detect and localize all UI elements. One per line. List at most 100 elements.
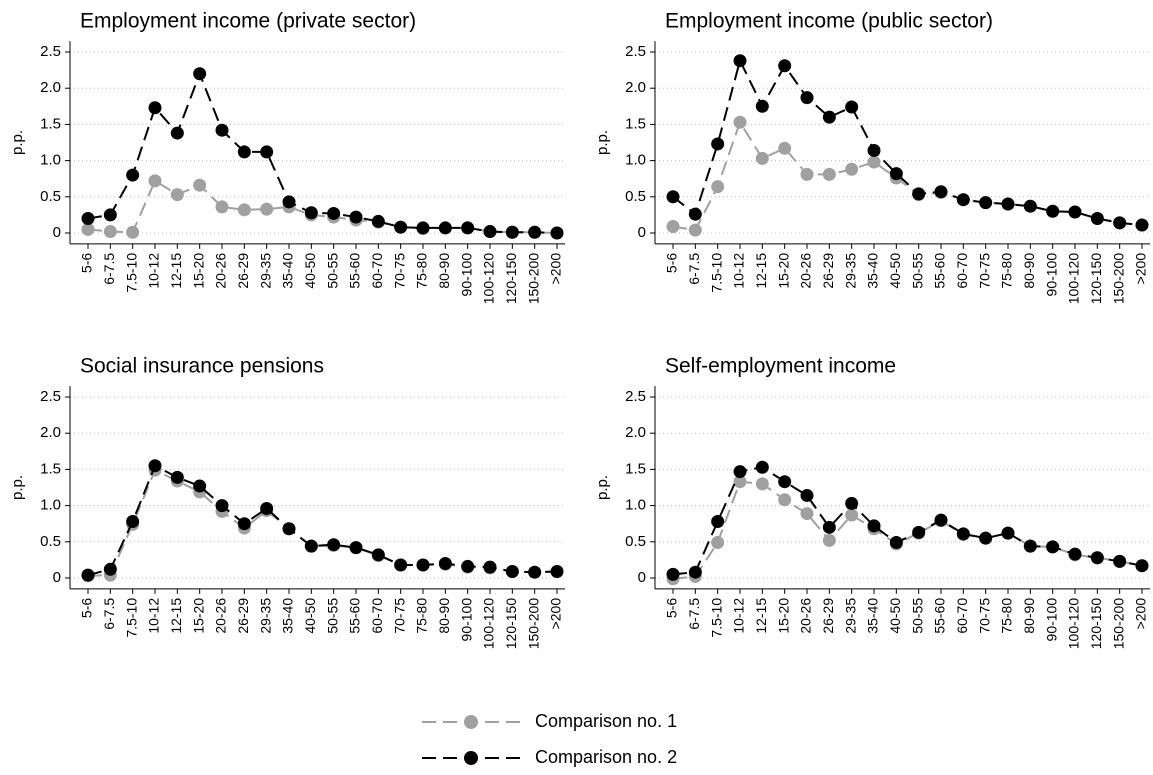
x-tick-label: 120-150 [503, 598, 519, 650]
x-tick-label: 120-150 [1088, 598, 1104, 650]
data-point [371, 548, 385, 562]
data-point [304, 206, 318, 220]
data-point [778, 475, 792, 489]
data-point [148, 101, 162, 115]
data-point [505, 225, 519, 239]
x-tick-label: 20-26 [213, 253, 229, 289]
data-point [505, 564, 519, 578]
data-point [237, 203, 251, 217]
x-tick-label: 75-80 [414, 253, 430, 289]
data-point [666, 219, 680, 233]
legend-label: Comparison no. 2 [535, 747, 677, 767]
data-point [1001, 197, 1015, 211]
data-point [126, 515, 140, 529]
data-point [1113, 554, 1127, 568]
x-tick-label: 100-120 [481, 598, 497, 650]
x-tick-label: 6-7.5 [686, 253, 702, 285]
y-tick-label: 0 [53, 569, 61, 586]
data-point [979, 196, 993, 210]
x-tick-label: 7.5-10 [708, 598, 724, 638]
data-point [889, 536, 903, 550]
panel-title: Self-employment income [665, 355, 896, 378]
legend-label: Comparison no. 1 [535, 711, 677, 731]
data-point [956, 193, 970, 207]
data-point [483, 560, 497, 574]
series-line [87, 70, 558, 234]
data-point [282, 195, 296, 209]
x-tick-label: 50-55 [324, 253, 340, 289]
data-point [778, 141, 792, 155]
data-point [126, 168, 140, 182]
y-axis-label: p.p. [594, 130, 611, 155]
y-tick-label: 2.5 [40, 43, 61, 60]
data-point [394, 220, 408, 234]
data-point [81, 222, 95, 236]
data-point [103, 208, 117, 222]
x-tick-label: 12-15 [168, 598, 184, 634]
x-tick-label: 75-80 [999, 598, 1015, 634]
x-tick-label: 29-35 [257, 598, 273, 634]
x-tick-label: 55-60 [932, 253, 948, 289]
series-line [87, 464, 558, 577]
data-point [237, 145, 251, 159]
data-point [103, 225, 117, 239]
x-tick-label: 150-200 [525, 253, 541, 305]
x-tick-label: 15-20 [190, 253, 206, 289]
x-tick-label: 12-15 [168, 253, 184, 289]
data-point [912, 187, 926, 201]
y-tick-label: 1.0 [625, 497, 646, 514]
data-point [193, 178, 207, 192]
data-point [282, 522, 296, 536]
x-tick-label: 70-75 [976, 598, 992, 634]
x-tick-label: 6-7.5 [686, 598, 702, 630]
data-point [327, 206, 341, 220]
data-point [822, 110, 836, 124]
x-tick-label: 60-70 [369, 598, 385, 634]
data-point [889, 167, 903, 181]
data-point [733, 115, 747, 129]
data-point [1001, 526, 1015, 540]
series-line [672, 480, 1143, 580]
data-point [666, 567, 680, 581]
series-line [87, 468, 558, 577]
x-tick-label: 26-29 [820, 598, 836, 634]
y-tick-label: 2.0 [625, 424, 646, 441]
x-tick-label: 150-200 [525, 598, 541, 650]
x-tick-label: 70-75 [391, 253, 407, 289]
x-tick-label: 29-35 [842, 253, 858, 289]
data-point [170, 126, 184, 140]
data-point [394, 558, 408, 572]
x-tick-label: 7.5-10 [708, 253, 724, 293]
data-point [461, 559, 475, 573]
x-tick-label: 60-70 [954, 253, 970, 289]
y-tick-label: 2.0 [40, 424, 61, 441]
x-tick-label: 90-100 [458, 598, 474, 642]
x-tick-label: 6-7.5 [101, 253, 117, 285]
y-tick-label: 0 [53, 224, 61, 241]
x-tick-label: 26-29 [820, 253, 836, 289]
data-point [1068, 205, 1082, 219]
data-point [1046, 204, 1060, 218]
data-point [550, 564, 564, 578]
data-point [711, 180, 725, 194]
data-point [215, 499, 229, 513]
data-point [934, 185, 948, 199]
x-tick-label: 70-75 [976, 253, 992, 289]
x-tick-label: >200 [1133, 598, 1149, 630]
data-point [711, 536, 725, 550]
y-tick-label: 1.5 [40, 115, 61, 132]
x-tick-label: 12-15 [753, 253, 769, 289]
data-point [666, 190, 680, 204]
data-point [327, 538, 341, 552]
data-point [349, 541, 363, 555]
x-tick-label: 15-20 [190, 598, 206, 634]
data-point [867, 143, 881, 157]
x-tick-label: 100-120 [1066, 598, 1082, 650]
x-tick-label: 5-6 [79, 598, 95, 618]
y-tick-label: 0.5 [40, 188, 61, 205]
x-tick-label: 29-35 [842, 598, 858, 634]
y-tick-label: 0.5 [625, 188, 646, 205]
x-tick-label: 80-90 [1021, 253, 1037, 289]
data-point [260, 501, 274, 515]
x-tick-label: 12-15 [753, 598, 769, 634]
